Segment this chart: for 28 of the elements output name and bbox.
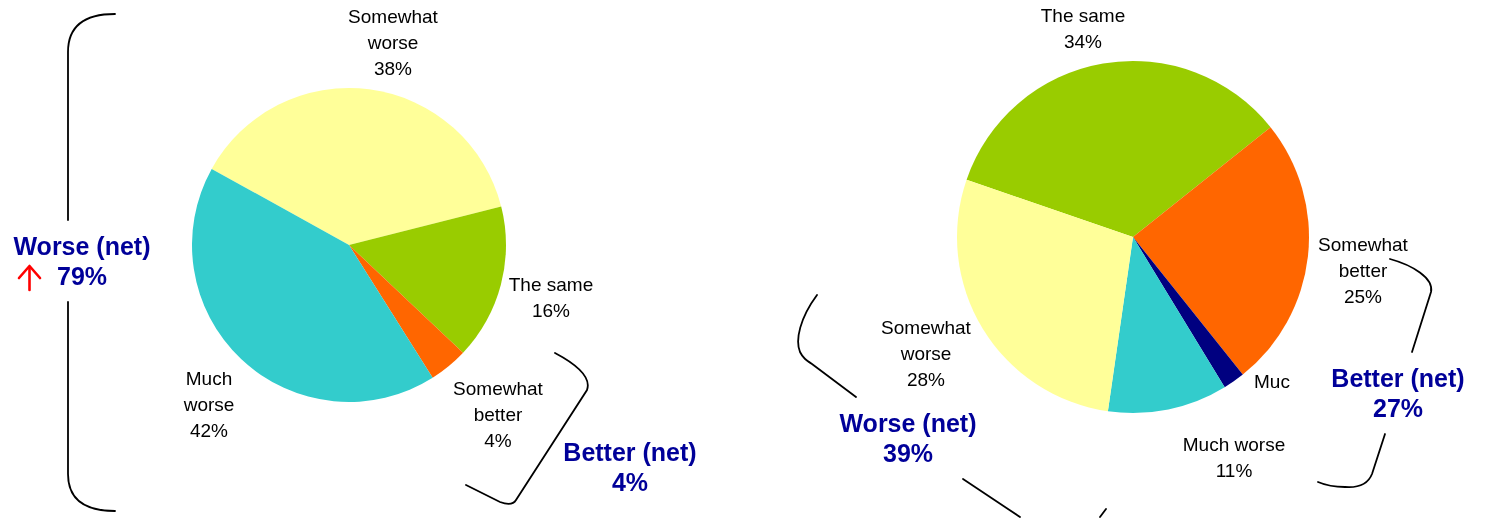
data-label: 11% <box>1215 460 1253 481</box>
data-label: 16% <box>531 300 571 321</box>
slice-label: The same <box>508 274 594 295</box>
data-label: 34% <box>1063 31 1103 52</box>
slice-label: Somewhat worse <box>881 317 972 364</box>
pie-slice <box>349 245 464 378</box>
text: Worse (net) 39% <box>839 409 977 467</box>
slice-label: The same <box>1040 5 1126 26</box>
pie-slice <box>211 88 502 245</box>
text: Worse (net) 79% <box>13 232 151 290</box>
slice-label: Muc <box>1254 371 1290 392</box>
slice-label: Somewhat worse <box>348 6 439 53</box>
data-label: 4% <box>484 430 512 451</box>
data-label: 28% <box>906 369 946 390</box>
data-label: 42% <box>189 420 229 441</box>
slice-label: Much worse <box>182 368 235 415</box>
data-label: 25% <box>1343 286 1383 307</box>
slice-label: Much worse <box>1182 434 1286 455</box>
pie-slice <box>349 206 506 353</box>
pie-slice <box>966 61 1271 237</box>
slice-label: Somewhat better <box>1318 234 1409 281</box>
pie-slice <box>1133 127 1309 375</box>
pie-slice <box>1107 237 1225 413</box>
text: Better (net) 4% <box>563 438 697 496</box>
slice-label: Somewhat better <box>453 378 544 425</box>
pie-slice <box>1133 237 1243 388</box>
text: Better (net) 27% <box>1331 364 1465 422</box>
data-label: 38% <box>373 58 413 79</box>
